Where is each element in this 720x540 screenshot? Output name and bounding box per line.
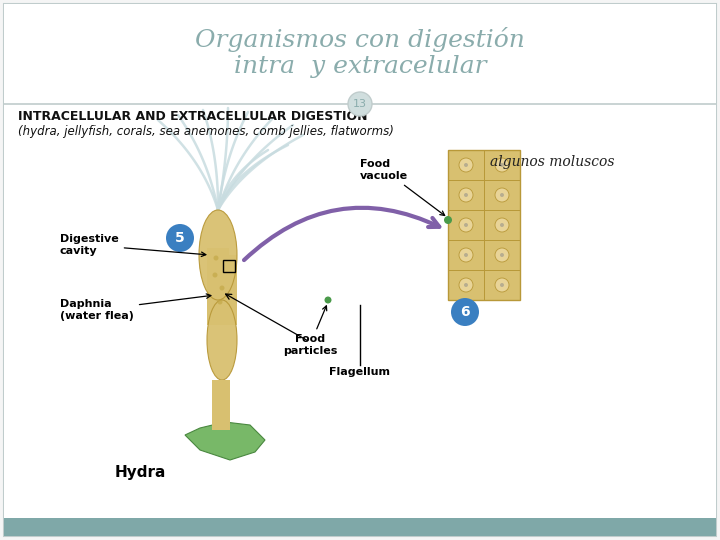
Circle shape (500, 253, 504, 257)
Circle shape (495, 188, 509, 202)
Circle shape (495, 278, 509, 292)
Circle shape (459, 158, 473, 172)
Circle shape (459, 188, 473, 202)
Text: Food
vacuole: Food vacuole (360, 159, 445, 215)
Text: (hydra, jellyfish, corals, sea anemones, comb jellies, flatworms): (hydra, jellyfish, corals, sea anemones,… (18, 125, 394, 138)
FancyBboxPatch shape (4, 4, 716, 536)
Circle shape (166, 224, 194, 252)
Text: INTRACELLULAR AND EXTRACELLULAR DIGESTION: INTRACELLULAR AND EXTRACELLULAR DIGESTIO… (18, 110, 367, 123)
Text: 5: 5 (175, 231, 185, 245)
Circle shape (217, 300, 222, 305)
Circle shape (459, 278, 473, 292)
FancyBboxPatch shape (212, 380, 230, 430)
Circle shape (451, 298, 479, 326)
Text: Digestive
cavity: Digestive cavity (60, 234, 206, 256)
Circle shape (220, 286, 225, 291)
FancyBboxPatch shape (4, 4, 716, 104)
FancyBboxPatch shape (207, 248, 229, 278)
Ellipse shape (207, 300, 237, 380)
Circle shape (325, 296, 331, 303)
Circle shape (500, 283, 504, 287)
Text: Hydra: Hydra (114, 464, 166, 480)
Circle shape (214, 255, 218, 260)
Circle shape (459, 248, 473, 262)
Circle shape (464, 193, 468, 197)
Circle shape (464, 283, 468, 287)
Text: Daphnia
(water flea): Daphnia (water flea) (60, 294, 211, 321)
Circle shape (212, 273, 217, 278)
Text: algunos moluscos: algunos moluscos (490, 155, 614, 169)
Text: intra  y extracelular: intra y extracelular (234, 55, 486, 78)
Circle shape (495, 248, 509, 262)
Circle shape (495, 158, 509, 172)
Text: Food
particles: Food particles (283, 306, 337, 356)
FancyBboxPatch shape (4, 518, 716, 536)
FancyBboxPatch shape (207, 255, 237, 325)
Text: 6: 6 (460, 305, 470, 319)
Circle shape (444, 216, 452, 224)
Circle shape (464, 163, 468, 167)
Circle shape (500, 163, 504, 167)
Circle shape (464, 223, 468, 227)
Circle shape (500, 193, 504, 197)
Polygon shape (185, 422, 265, 460)
Circle shape (464, 253, 468, 257)
FancyBboxPatch shape (4, 104, 716, 518)
Text: Flagellum: Flagellum (330, 367, 390, 377)
FancyBboxPatch shape (448, 150, 520, 300)
Text: Organismos con digestión: Organismos con digestión (195, 28, 525, 52)
Circle shape (459, 218, 473, 232)
Circle shape (348, 92, 372, 116)
Circle shape (495, 218, 509, 232)
Circle shape (500, 223, 504, 227)
Text: 13: 13 (353, 99, 367, 109)
Ellipse shape (199, 210, 237, 300)
